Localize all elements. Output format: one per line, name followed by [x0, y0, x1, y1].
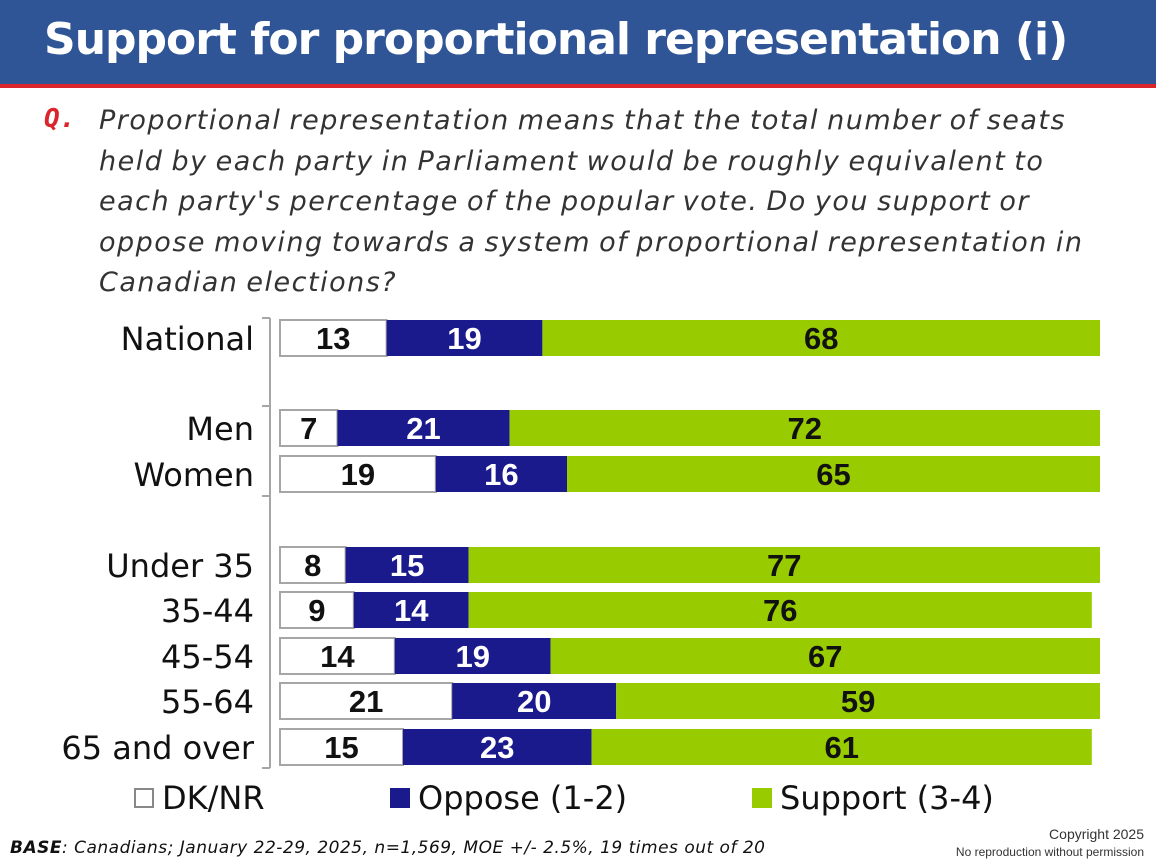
data-label: 68	[804, 321, 838, 356]
category-label: Women	[134, 456, 254, 494]
data-label: 13	[316, 321, 350, 356]
legend-item-oppose: Oppose (1-2)	[390, 778, 627, 818]
legend-label-dk: DK/NR	[162, 779, 265, 817]
data-label: 14	[320, 639, 355, 674]
category-label: 35-44	[161, 592, 254, 630]
data-label: 65	[816, 457, 850, 492]
legend-label-oppose: Oppose (1-2)	[418, 779, 628, 817]
data-label: 72	[788, 411, 822, 446]
question-label: Q.	[44, 104, 76, 134]
data-label: 20	[517, 684, 551, 719]
category-label: National	[121, 320, 254, 358]
bar-segment-oppose-1-2	[394, 638, 551, 674]
stacked-bar-chart: National 13 19 68 Men 7 21 72 Women 19 16 65 Under 3…	[61, 317, 1101, 769]
data-label: 16	[484, 457, 518, 492]
data-label: 61	[824, 730, 858, 765]
base-text: : Canadians; January 22-29, 2025, n=1,56…	[61, 838, 766, 858]
data-label: 9	[308, 593, 325, 628]
data-label: 67	[808, 639, 842, 674]
bar-segment-support-3-4	[616, 683, 1100, 719]
base-note: BASE: Canadians; January 22-29, 2025, n=…	[10, 838, 765, 858]
legend-label-support: Support (3-4)	[780, 779, 994, 817]
data-label: 19	[341, 457, 375, 492]
question-text: Proportional representation means that t…	[99, 105, 1084, 298]
bar-segment-oppose-1-2	[435, 456, 567, 492]
bar-segment-support-3-4	[468, 592, 1092, 628]
category-label: Under 35	[106, 547, 254, 585]
bar-segment-support-3-4	[509, 410, 1101, 446]
data-label: 59	[841, 684, 875, 719]
bar-segment-dk-nr	[279, 728, 404, 766]
data-label: 15	[390, 548, 424, 583]
data-label: 14	[394, 593, 429, 628]
data-label: 19	[447, 321, 481, 356]
bar-segment-support-3-4	[542, 320, 1100, 356]
category-label: Men	[186, 410, 254, 448]
base-label: BASE	[10, 838, 62, 858]
category-label: 55-64	[161, 683, 254, 721]
legend-swatch-oppose	[390, 788, 410, 808]
title-bar: Support for proportional representation …	[0, 0, 1156, 88]
data-label: 76	[763, 593, 797, 628]
data-label: 21	[349, 684, 383, 719]
data-label: 77	[767, 548, 801, 583]
data-label: 15	[324, 730, 358, 765]
data-label: 23	[480, 730, 514, 765]
page-title: Support for proportional representation …	[44, 14, 1068, 65]
data-label: 19	[455, 639, 489, 674]
data-label: 8	[304, 548, 321, 583]
category-label: 65 and over	[61, 729, 254, 767]
legend-item-support: Support (3-4)	[752, 778, 994, 818]
legend-swatch-dk	[134, 788, 154, 808]
bar-segment-oppose-1-2	[386, 320, 543, 356]
bar-segment-support-3-4	[567, 456, 1100, 492]
legend-item-dk: DK/NR	[134, 778, 265, 818]
category-label: 45-54	[161, 638, 254, 676]
legend-swatch-support	[752, 788, 772, 808]
data-label: 21	[406, 411, 440, 446]
bar-segment-support-3-4	[468, 547, 1101, 583]
copyright-notice: No reproduction without permission	[955, 845, 1144, 859]
copyright: Copyright 2025	[1049, 826, 1144, 842]
bar-segment-oppose-1-2	[353, 592, 469, 628]
bar-segment-dk-nr	[279, 319, 388, 357]
bar-segment-oppose-1-2	[337, 410, 510, 446]
bar-segment-support-3-4	[591, 729, 1092, 765]
bar-segment-oppose-1-2	[452, 683, 617, 719]
data-label: 7	[300, 411, 317, 446]
bar-segment-dk-nr	[279, 591, 355, 629]
bar-segment-oppose-1-2	[403, 729, 592, 765]
bar-segment-oppose-1-2	[345, 547, 469, 583]
bar-segment-support-3-4	[550, 638, 1100, 674]
bar-segment-dk-nr	[279, 637, 396, 675]
